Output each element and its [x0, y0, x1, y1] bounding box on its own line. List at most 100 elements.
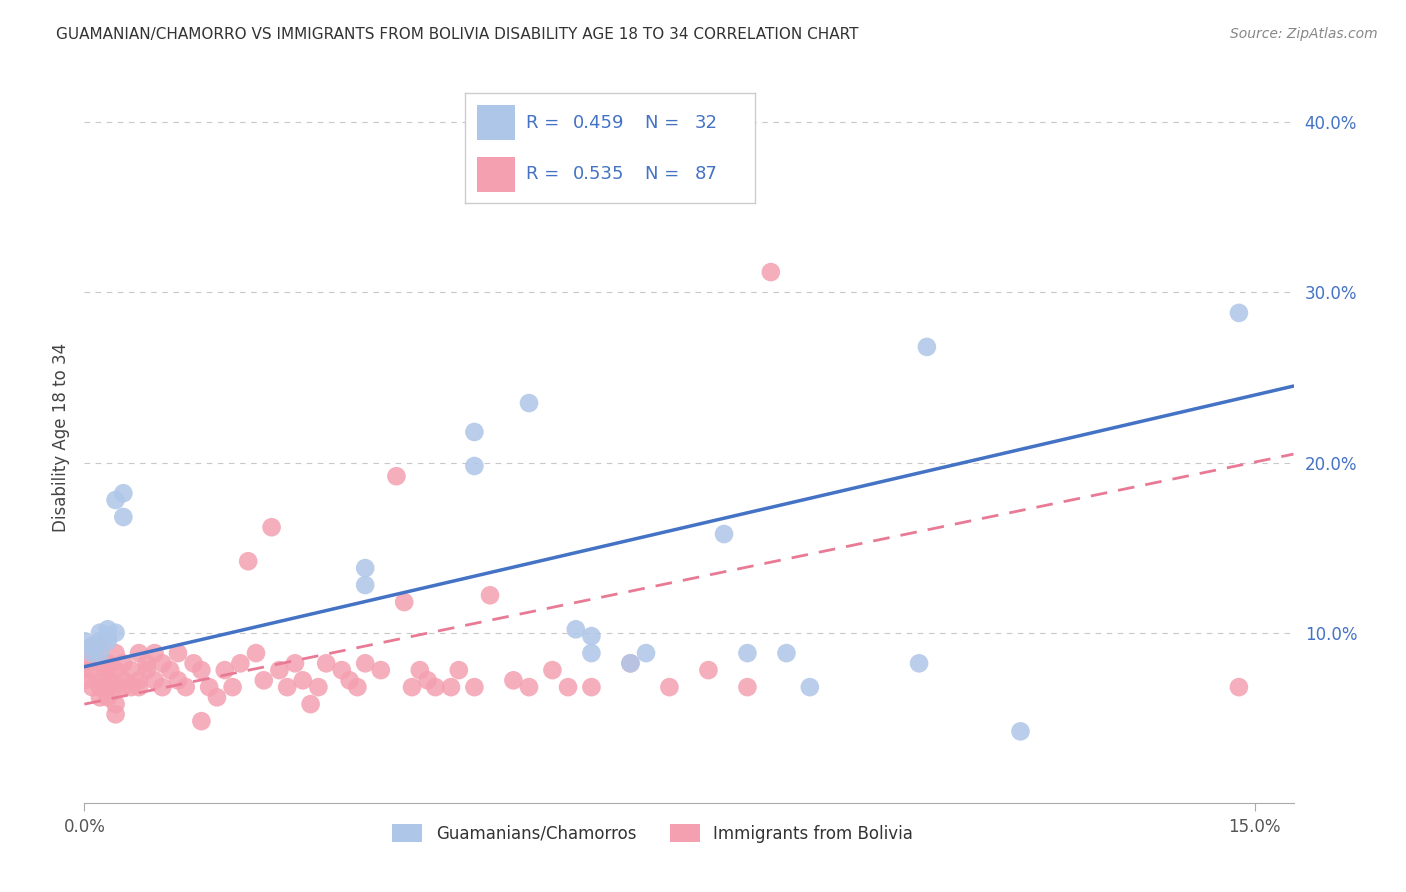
Point [658, 680, 681, 694]
Point [291, 673, 314, 688]
Point [89, 690, 111, 705]
Point [143, 673, 166, 688]
Point [557, 680, 579, 694]
Point [908, 657, 931, 671]
Point [775, 646, 797, 660]
Point [112, 680, 135, 694]
Point [339, 673, 361, 688]
Point [89, 646, 111, 660]
Point [104, 680, 127, 694]
Point [150, 680, 173, 694]
Point [697, 663, 720, 677]
Text: Source: ZipAtlas.com: Source: ZipAtlas.com [1230, 27, 1378, 41]
Point [565, 622, 588, 636]
Point [97, 629, 120, 643]
Point [73, 657, 96, 671]
Point [245, 646, 267, 660]
Point [112, 486, 135, 500]
Point [73, 634, 96, 648]
Point [135, 663, 157, 677]
Point [104, 697, 127, 711]
Point [135, 657, 157, 671]
Point [915, 340, 938, 354]
Point [315, 657, 337, 671]
Point [73, 673, 96, 688]
Point [167, 646, 190, 660]
Point [82, 646, 104, 660]
Point [284, 657, 307, 671]
Point [198, 680, 221, 694]
Point [330, 663, 353, 677]
Point [174, 680, 197, 694]
Point [97, 680, 120, 694]
Point [370, 663, 392, 677]
Point [112, 657, 135, 671]
Point [737, 680, 759, 694]
Point [495, 158, 517, 172]
Point [299, 697, 322, 711]
Point [581, 629, 603, 643]
Point [463, 680, 485, 694]
Point [581, 680, 603, 694]
Point [1010, 724, 1032, 739]
Point [97, 663, 120, 677]
Point [104, 707, 127, 722]
Point [97, 657, 120, 671]
Point [190, 714, 212, 728]
Point [205, 690, 228, 705]
Point [619, 657, 641, 671]
Point [502, 673, 524, 688]
Point [120, 680, 142, 694]
Point [73, 663, 96, 677]
Point [82, 646, 104, 660]
Point [82, 663, 104, 677]
Point [517, 680, 540, 694]
Point [759, 265, 782, 279]
Point [517, 396, 540, 410]
Point [463, 458, 485, 473]
Point [120, 663, 142, 677]
Point [214, 663, 236, 677]
Text: GUAMANIAN/CHAMORRO VS IMMIGRANTS FROM BOLIVIA DISABILITY AGE 18 TO 34 CORRELATIO: GUAMANIAN/CHAMORRO VS IMMIGRANTS FROM BO… [56, 27, 859, 42]
Point [346, 680, 368, 694]
Point [128, 673, 150, 688]
Point [541, 663, 564, 677]
Point [737, 646, 759, 660]
Point [416, 673, 439, 688]
Point [799, 680, 821, 694]
Point [82, 640, 104, 654]
Point [307, 680, 329, 694]
Point [253, 673, 276, 688]
Point [260, 520, 283, 534]
Point [440, 680, 463, 694]
Point [354, 561, 377, 575]
Point [89, 625, 111, 640]
Point [97, 622, 120, 636]
Point [619, 657, 641, 671]
Point [104, 663, 127, 677]
Point [89, 657, 111, 671]
Point [425, 680, 447, 694]
Point [89, 673, 111, 688]
Point [392, 595, 415, 609]
Point [229, 657, 252, 671]
Point [634, 646, 657, 660]
Point [238, 554, 260, 568]
Point [276, 680, 298, 694]
Point [112, 510, 135, 524]
Point [401, 680, 423, 694]
Point [354, 578, 377, 592]
Point [104, 646, 127, 660]
Point [581, 646, 603, 660]
Point [89, 680, 111, 694]
Point [150, 657, 173, 671]
Point [385, 469, 408, 483]
Point [221, 680, 243, 694]
Point [128, 680, 150, 694]
Point [1227, 306, 1250, 320]
Point [97, 690, 120, 705]
Point [409, 663, 432, 677]
Point [128, 646, 150, 660]
Point [112, 673, 135, 688]
Point [183, 657, 205, 671]
